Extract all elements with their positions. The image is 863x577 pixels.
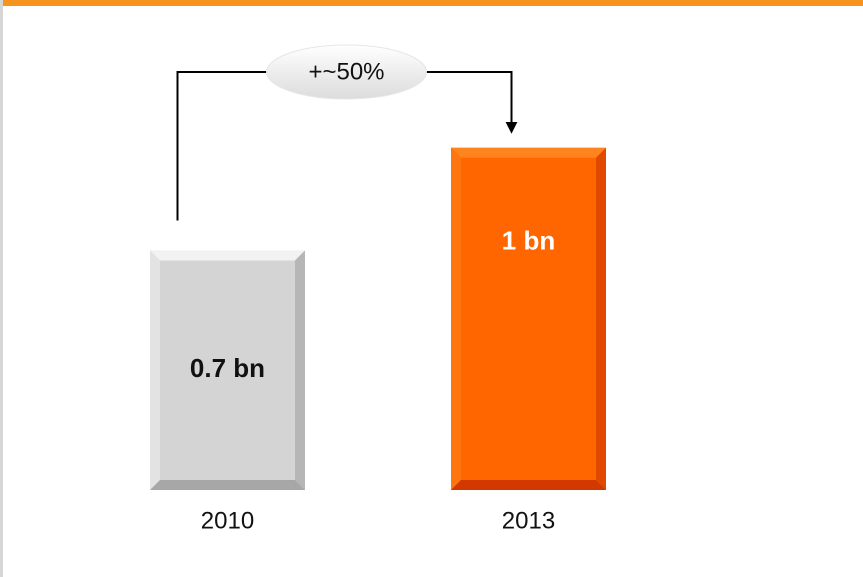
bar-bevel-right [295, 250, 305, 490]
connector-line-right [426, 71, 518, 134]
bar-bevel-top [150, 250, 305, 261]
growth-annotation-label: +~50% [308, 58, 384, 85]
bar-2010: 0.7 bn 2010 [150, 250, 305, 534]
bar-face [150, 250, 305, 490]
category-label: 2013 [502, 507, 555, 534]
growth-bar-chart: 0.7 bn 2010 1 bn 2013 +~50% [150, 44, 606, 534]
bar-2013: 1 bn 2013 [451, 147, 606, 534]
bar-bevel-bottom [451, 480, 606, 490]
top-accent-bar [3, 0, 863, 6]
category-label: 2010 [201, 507, 254, 534]
bar-value-label: 1 bn [502, 226, 555, 256]
bar-value-label: 0.7 bn [190, 353, 265, 383]
bar-bevel-left [150, 250, 160, 490]
bar-bevel-right [596, 147, 606, 490]
bar-bevel-bottom [150, 480, 305, 490]
bars-group: 0.7 bn 2010 1 bn 2013 [150, 147, 606, 534]
bar-bevel-left [451, 147, 461, 490]
bar-bevel-top [451, 147, 606, 158]
connector-line-left [176, 71, 267, 221]
growth-ellipse [266, 44, 427, 100]
growth-connector: +~50% [176, 44, 518, 221]
bar-face [451, 147, 606, 490]
